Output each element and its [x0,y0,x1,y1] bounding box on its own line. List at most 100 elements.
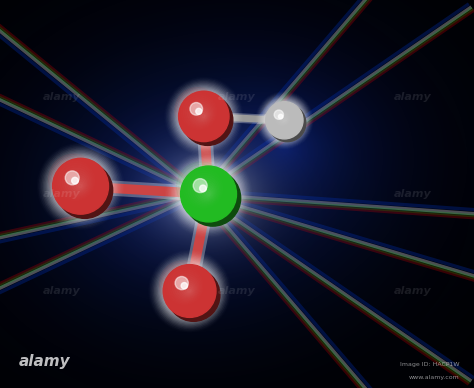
Circle shape [76,182,83,189]
Circle shape [265,101,304,140]
Circle shape [43,149,118,224]
Circle shape [200,185,214,199]
Circle shape [173,159,244,229]
Circle shape [176,162,241,226]
Circle shape [259,95,310,146]
Circle shape [181,282,188,289]
Circle shape [261,97,308,144]
Circle shape [65,171,79,185]
Circle shape [155,257,224,325]
Circle shape [200,112,206,119]
Circle shape [178,163,239,225]
Circle shape [57,163,113,218]
Circle shape [266,102,303,139]
Circle shape [190,102,202,115]
Circle shape [173,86,234,147]
Circle shape [158,259,221,323]
Circle shape [179,92,218,130]
Circle shape [159,261,207,308]
Circle shape [171,156,246,232]
Circle shape [171,84,237,149]
Text: alamy: alamy [43,92,81,102]
Circle shape [64,170,90,195]
Circle shape [174,276,198,300]
Circle shape [175,277,188,290]
Circle shape [278,114,288,124]
Circle shape [269,104,306,142]
Circle shape [275,111,290,125]
Circle shape [282,117,286,122]
Circle shape [166,267,203,305]
Circle shape [280,116,287,123]
Circle shape [159,261,220,321]
Circle shape [78,184,82,187]
Circle shape [183,169,223,208]
Circle shape [170,272,201,302]
Circle shape [177,90,219,132]
Circle shape [201,187,212,198]
Text: alamy: alamy [43,286,81,296]
Circle shape [263,99,297,132]
Circle shape [269,105,293,129]
Circle shape [260,96,309,144]
Circle shape [283,119,285,121]
Circle shape [263,99,306,142]
Circle shape [183,284,193,294]
Circle shape [278,114,283,119]
Circle shape [156,258,223,324]
Circle shape [46,151,116,221]
Circle shape [67,172,88,194]
Circle shape [176,89,232,144]
Circle shape [204,189,211,197]
Circle shape [73,179,84,190]
Circle shape [179,91,229,142]
Circle shape [190,176,219,204]
Circle shape [181,166,224,210]
Circle shape [267,104,294,130]
Circle shape [177,278,197,298]
Circle shape [191,104,211,123]
Circle shape [202,114,205,118]
Circle shape [179,164,226,211]
Circle shape [182,95,233,146]
Circle shape [206,192,210,195]
Circle shape [187,100,213,126]
Circle shape [170,82,238,151]
Circle shape [200,185,206,192]
Circle shape [181,94,217,129]
Circle shape [273,109,291,126]
Circle shape [198,110,207,120]
Circle shape [193,178,207,192]
Circle shape [163,265,216,317]
Circle shape [264,100,296,132]
Circle shape [188,173,220,206]
Circle shape [192,178,218,203]
Circle shape [195,180,216,202]
Circle shape [181,166,237,222]
Circle shape [179,280,196,297]
Circle shape [47,153,114,220]
Text: alamy: alamy [218,92,256,102]
Circle shape [44,150,117,223]
Circle shape [185,98,214,127]
Text: alamy: alamy [393,92,431,102]
Circle shape [60,166,92,198]
Circle shape [161,262,219,320]
Text: alamy: alamy [43,189,81,199]
Circle shape [172,158,245,230]
Circle shape [264,100,305,141]
Circle shape [181,282,194,296]
Circle shape [185,287,192,293]
Circle shape [162,263,206,307]
Circle shape [51,157,110,216]
Circle shape [274,110,283,120]
Text: www.alamy.com: www.alamy.com [409,375,460,380]
Circle shape [167,268,220,321]
Circle shape [72,177,86,191]
Circle shape [172,274,200,301]
Circle shape [176,162,227,212]
Circle shape [195,108,209,121]
Circle shape [72,177,78,184]
Circle shape [168,269,202,303]
Circle shape [185,170,241,226]
